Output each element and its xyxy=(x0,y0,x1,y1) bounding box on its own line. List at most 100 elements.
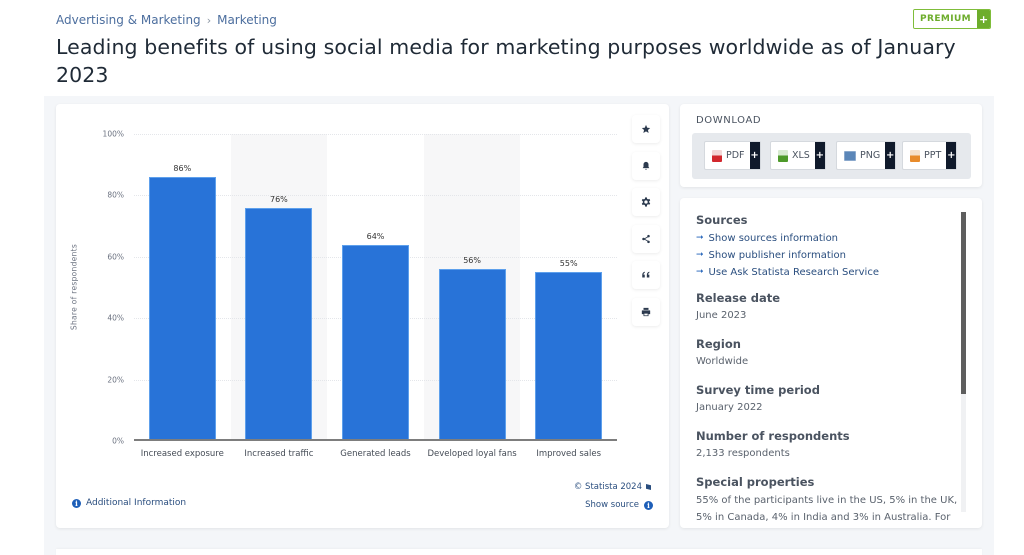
survey-period-section: Survey time period January 2022 xyxy=(696,383,966,416)
chart-tools xyxy=(632,115,660,334)
quote-icon xyxy=(642,271,650,278)
plus-icon: + xyxy=(885,142,896,169)
download-png-button[interactable]: PNG + xyxy=(836,141,897,170)
respondents-value: 2,133 respondents xyxy=(696,448,790,459)
ppt-file-icon xyxy=(910,149,920,162)
bar[interactable] xyxy=(535,272,603,441)
download-ppt-button[interactable]: PPT + xyxy=(902,141,958,170)
additional-information-link[interactable]: i Additional Information xyxy=(72,498,186,508)
bar[interactable] xyxy=(245,207,313,441)
statistic-info-card: Sources ➞ Show sources information ➞ Sho… xyxy=(680,198,982,528)
chart-card: Share of respondents 0% 20% 40% 60% 80% 100% 8… xyxy=(56,104,669,528)
arrow-right-icon: ➞ xyxy=(696,267,704,277)
copyright[interactable]: © Statista 2024 xyxy=(574,482,651,492)
x-category-label: Developed loyal fans xyxy=(427,449,517,459)
breadcrumb-advertising-marketing[interactable]: Advertising & Marketing xyxy=(56,13,201,27)
show-source-text: Show source xyxy=(585,500,639,510)
download-title: DOWNLOAD xyxy=(696,115,762,126)
plus-icon: + xyxy=(946,142,957,169)
pdf-file-icon xyxy=(712,149,722,162)
special-properties-heading: Special properties xyxy=(696,475,815,489)
info-icon: i xyxy=(72,498,81,508)
bar-value-label: 76% xyxy=(270,194,288,204)
share-icon xyxy=(642,234,650,243)
breadcrumb-marketing[interactable]: Marketing xyxy=(217,13,277,27)
download-xls-button[interactable]: XLS + xyxy=(770,141,826,170)
info-icon: i xyxy=(644,500,653,510)
x-axis-line xyxy=(134,439,617,441)
download-pdf-label: PDF xyxy=(726,150,745,161)
notification-button[interactable] xyxy=(632,151,660,180)
show-source-link[interactable]: Show source i xyxy=(585,500,653,510)
print-icon xyxy=(641,307,651,316)
gridline xyxy=(134,195,617,197)
respondents-heading: Number of respondents xyxy=(696,429,850,443)
x-category-label: Increased traffic xyxy=(244,449,314,459)
plus-icon: + xyxy=(749,142,760,169)
ask-statista-link[interactable]: ➞ Use Ask Statista Research Service xyxy=(696,264,966,281)
breadcrumb-separator: › xyxy=(206,13,212,27)
x-category-label: Generated leads xyxy=(340,449,411,459)
download-xls-label: XLS xyxy=(792,150,810,161)
y-tick-label: 60% xyxy=(107,252,124,262)
download-pdf-button[interactable]: PDF + xyxy=(704,141,761,170)
region-value: Worldwide xyxy=(696,356,749,367)
show-sources-link[interactable]: ➞ Show sources information xyxy=(696,230,966,247)
share-button[interactable] xyxy=(632,224,660,253)
settings-button[interactable] xyxy=(632,188,660,216)
y-tick-label: 20% xyxy=(107,375,124,385)
copyright-text: © Statista 2024 xyxy=(573,482,642,492)
y-tick-label: 80% xyxy=(107,190,124,200)
region-heading: Region xyxy=(696,337,741,351)
show-publisher-text: Show publisher information xyxy=(708,250,847,261)
y-tick-label: 0% xyxy=(112,436,124,446)
gridline xyxy=(134,134,617,135)
bar-value-label: 64% xyxy=(366,231,385,241)
sources-heading: Sources xyxy=(696,213,748,227)
download-card: DOWNLOAD PDF + XLS + PNG + xyxy=(680,104,982,187)
respondents-section: Number of respondents 2,133 respondents xyxy=(696,429,966,462)
plus-icon: + xyxy=(814,142,825,169)
bar[interactable] xyxy=(438,269,506,441)
star-icon xyxy=(641,124,651,133)
gear-icon xyxy=(641,197,651,207)
favorite-button[interactable] xyxy=(632,115,660,143)
sources-section: Sources ➞ Show sources information ➞ Sho… xyxy=(696,213,966,281)
survey-period-value: January 2022 xyxy=(696,402,763,413)
arrow-right-icon: ➞ xyxy=(696,233,704,243)
bar[interactable] xyxy=(342,244,409,441)
x-category-label: Increased exposure xyxy=(140,449,224,459)
special-properties-section: Special properties 55% of the participan… xyxy=(696,475,966,526)
survey-period-heading: Survey time period xyxy=(696,383,820,397)
xls-file-icon xyxy=(778,149,788,162)
bar-value-label: 86% xyxy=(173,163,192,173)
download-options: PDF + XLS + PNG + PPT + xyxy=(692,133,971,179)
bar-value-label: 56% xyxy=(463,256,481,266)
x-category-label: Improved sales xyxy=(536,449,602,459)
release-date-section: Release date June 2023 xyxy=(696,291,966,324)
release-date-heading: Release date xyxy=(696,291,781,305)
arrow-right-icon: ➞ xyxy=(696,250,704,260)
bell-icon xyxy=(642,161,650,170)
download-ppt-label: PPT xyxy=(924,150,942,161)
cite-button[interactable] xyxy=(632,261,660,289)
premium-label: PREMIUM xyxy=(914,10,978,28)
region-section: Region Worldwide xyxy=(696,337,966,370)
show-publisher-link[interactable]: ➞ Show publisher information xyxy=(696,247,966,264)
y-tick-label: 40% xyxy=(107,313,124,323)
bar[interactable] xyxy=(148,176,216,441)
download-png-label: PNG xyxy=(860,150,881,161)
page-title: Leading benefits of using social media f… xyxy=(56,35,956,87)
print-button[interactable] xyxy=(632,297,660,326)
ask-statista-text: Use Ask Statista Research Service xyxy=(708,267,879,278)
flag-icon xyxy=(646,484,651,490)
y-axis-label: Share of respondents xyxy=(69,243,79,331)
release-date-value: June 2023 xyxy=(696,310,747,321)
special-properties-text: 55% of the participants live in the US, … xyxy=(696,495,958,523)
scrollbar-thumb[interactable] xyxy=(961,212,966,394)
png-file-icon xyxy=(844,150,856,161)
bar-chart-plot: 0% 20% 40% 60% 80% 100% 86% Increased exposure 7… xyxy=(103,130,617,459)
plus-icon: + xyxy=(977,10,991,28)
y-tick-label: 100% xyxy=(102,129,124,139)
premium-badge[interactable]: PREMIUM + xyxy=(913,9,992,29)
